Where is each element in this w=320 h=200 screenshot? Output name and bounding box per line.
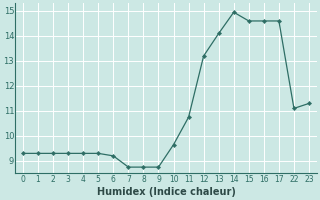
X-axis label: Humidex (Indice chaleur): Humidex (Indice chaleur) [97,187,236,197]
